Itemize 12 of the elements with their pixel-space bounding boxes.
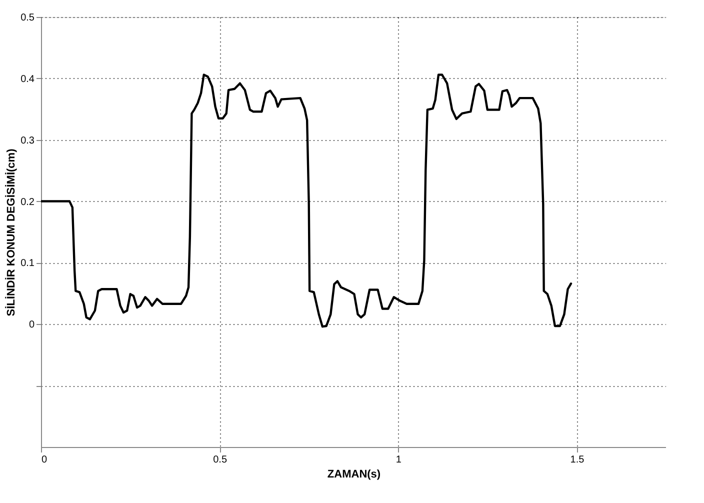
y-tick-label: 0.1 (20, 258, 35, 270)
x-axis-title: ZAMAN(s) (327, 468, 381, 480)
y-tick-label: 0 (28, 320, 35, 331)
y-tick-label: 0.3 (20, 135, 35, 146)
y-axis-title: SİLİNDİR KONUM DEGİSİMİ(cm) (4, 148, 18, 316)
x-tick-label: 0 (42, 454, 48, 466)
y-tick-label: 0.2 (20, 196, 35, 208)
x-tick-label: 1 (396, 454, 402, 466)
x-tick-label: 0.5 (213, 454, 228, 466)
y-tick-label: 0.4 (20, 74, 35, 85)
y-tick-label: 0.5 (20, 12, 35, 24)
x-tick-label: 1.5 (570, 454, 585, 466)
